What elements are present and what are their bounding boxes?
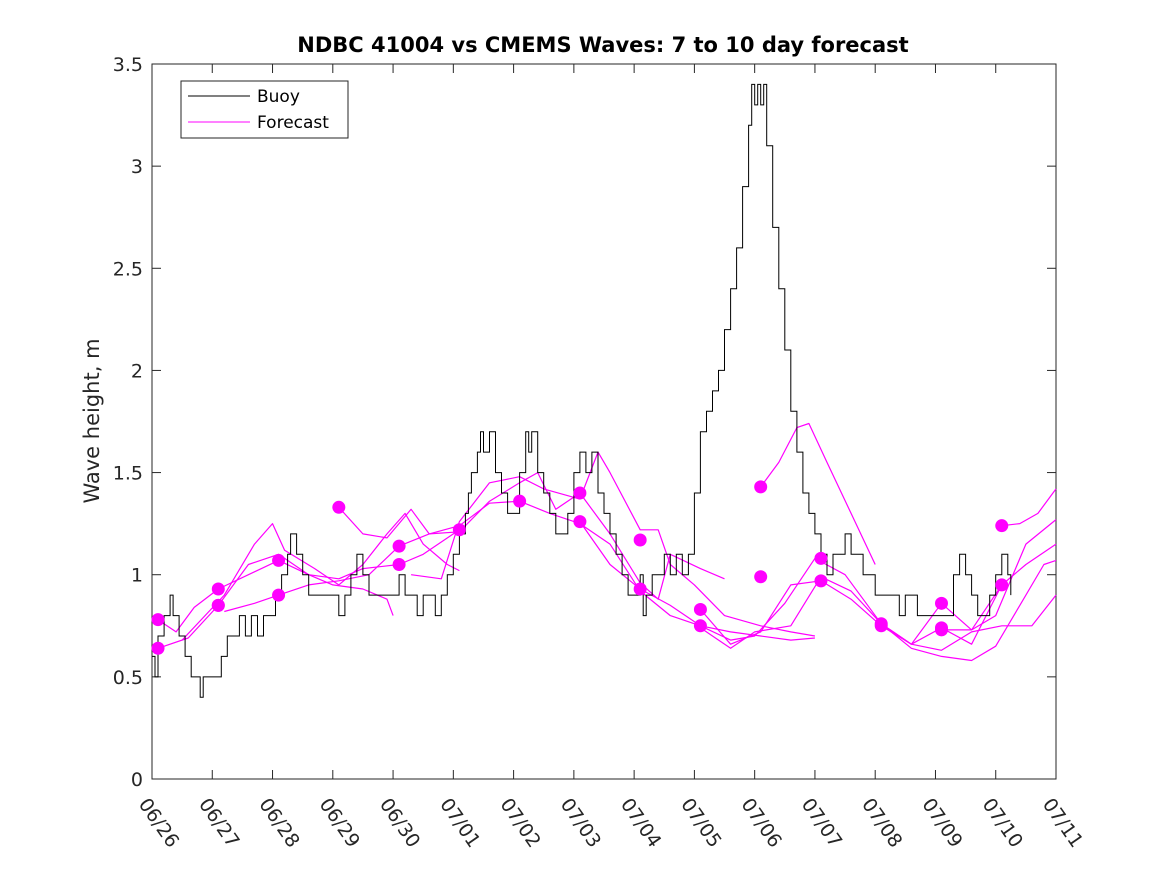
x-tick-label: 07/11 [1038, 794, 1087, 851]
forecast-line [181, 512, 460, 641]
forecast-point [995, 519, 1009, 533]
x-tick-label: 07/01 [435, 794, 484, 851]
forecast-line [1001, 488, 1057, 527]
forecast-point [814, 551, 828, 565]
x-tick-label: 06/28 [254, 794, 303, 851]
forecast-point [934, 596, 948, 610]
y-tick-label: 1.5 [113, 463, 143, 485]
forecast-point [332, 500, 346, 514]
forecast-point [452, 523, 466, 537]
forecast-point [693, 619, 707, 633]
x-tick-label: 07/06 [737, 794, 786, 851]
forecast-line [760, 422, 876, 565]
y-tick-label: 3.5 [113, 54, 143, 76]
forecast-point [392, 558, 406, 571]
x-tick-label: 07/02 [496, 794, 545, 851]
x-tick-label: 07/04 [616, 794, 665, 851]
forecast-point [272, 553, 286, 567]
legend: Buoy Forecast [180, 80, 349, 139]
forecast-point [151, 641, 165, 655]
y-tick-label: 1 [131, 565, 143, 587]
forecast-point [573, 486, 587, 500]
x-tick-label: 07/08 [857, 794, 906, 851]
chart-title: NDBC 41004 vs CMEMS Waves: 7 to 10 day f… [297, 33, 908, 57]
legend-box [180, 80, 349, 139]
forecast-point [693, 602, 707, 616]
x-tick-label: 06/27 [194, 794, 243, 851]
y-axis-label: Wave height, m [80, 338, 104, 503]
y-tick-label: 2.5 [113, 258, 143, 280]
x-tick-label: 06/29 [315, 794, 364, 851]
forecast-point [211, 582, 225, 596]
forecast-line [579, 521, 1003, 645]
forecast-point [995, 578, 1009, 592]
x-tick-label: 07/09 [917, 794, 966, 851]
forecast-line [880, 559, 1057, 662]
x-tick-label: 07/05 [676, 794, 725, 851]
y-tick-label: 0 [131, 769, 143, 791]
x-tick-label: 07/10 [978, 794, 1027, 851]
buoy-line [152, 83, 1012, 698]
axes-frame [151, 63, 1057, 780]
forecast-point [633, 582, 647, 596]
forecast-point [211, 598, 225, 612]
forecast-point [814, 574, 828, 588]
forecast-point [513, 494, 527, 508]
x-tick-label: 06/26 [134, 794, 183, 851]
x-tick-label: 07/03 [556, 794, 605, 851]
x-tick-label: 07/07 [797, 794, 846, 851]
legend-forecast-label: Forecast [257, 113, 329, 133]
legend-buoy-label: Buoy [257, 87, 300, 107]
y-tick-label: 2 [131, 360, 143, 382]
plot-series [151, 83, 1057, 698]
forecast-point [874, 619, 888, 633]
plot-area-box [151, 63, 1057, 780]
forecast-point [151, 613, 165, 627]
forecast-point [573, 515, 587, 529]
forecast-line [411, 451, 816, 637]
forecast-line [941, 519, 1057, 631]
forecast-point [934, 623, 948, 637]
y-tick-label: 3 [131, 156, 143, 178]
forecast-point [392, 539, 406, 553]
x-tick-label: 06/30 [375, 794, 424, 851]
forecast-point [754, 570, 768, 584]
forecast-point [754, 480, 768, 494]
forecast-point [272, 588, 286, 602]
forecast-point [633, 533, 647, 547]
y-tick-label: 0.5 [113, 667, 143, 689]
